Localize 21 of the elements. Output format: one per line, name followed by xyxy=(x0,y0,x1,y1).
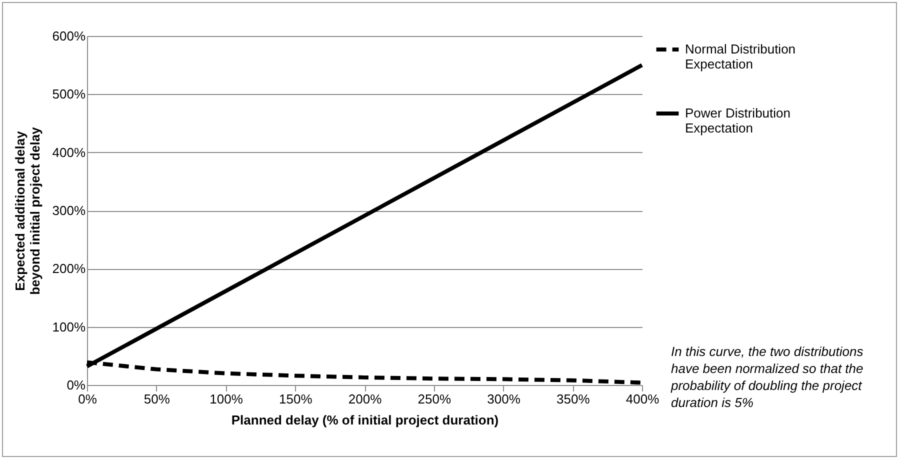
x-axis-title: Planned delay (% of initial project duration) xyxy=(231,412,499,428)
x-tick-label: 400% xyxy=(626,392,660,406)
y-tick-label: 200% xyxy=(52,261,86,276)
y-tick-label: 400% xyxy=(52,144,86,160)
x-tick-label: 100% xyxy=(210,392,244,406)
legend-label: Power Distribution Expectation xyxy=(685,106,790,136)
y-axis-title: Expected additional delay beyond initial project delay xyxy=(12,126,42,295)
y-tick-label: 500% xyxy=(52,86,86,102)
y-tick-label: 600% xyxy=(52,28,86,44)
legend-label: Normal Distribution Expectation xyxy=(685,42,796,72)
x-tick-label: 250% xyxy=(418,392,452,406)
x-tick-label: 350% xyxy=(556,392,590,406)
y-tick-label: 300% xyxy=(52,203,86,218)
x-tick-label: 300% xyxy=(487,392,521,406)
x-tick-label: 50% xyxy=(144,392,170,406)
x-tick-label: 0% xyxy=(78,392,98,406)
x-tick-label: 150% xyxy=(279,392,313,406)
x-tick-label: 200% xyxy=(348,392,382,406)
y-tick-label: 0% xyxy=(66,378,86,392)
text: In this curve, the two distributions have been normalized so that the probability of doubling the project duration is 5% xyxy=(671,343,864,411)
y-tick-label: 100% xyxy=(52,319,86,334)
